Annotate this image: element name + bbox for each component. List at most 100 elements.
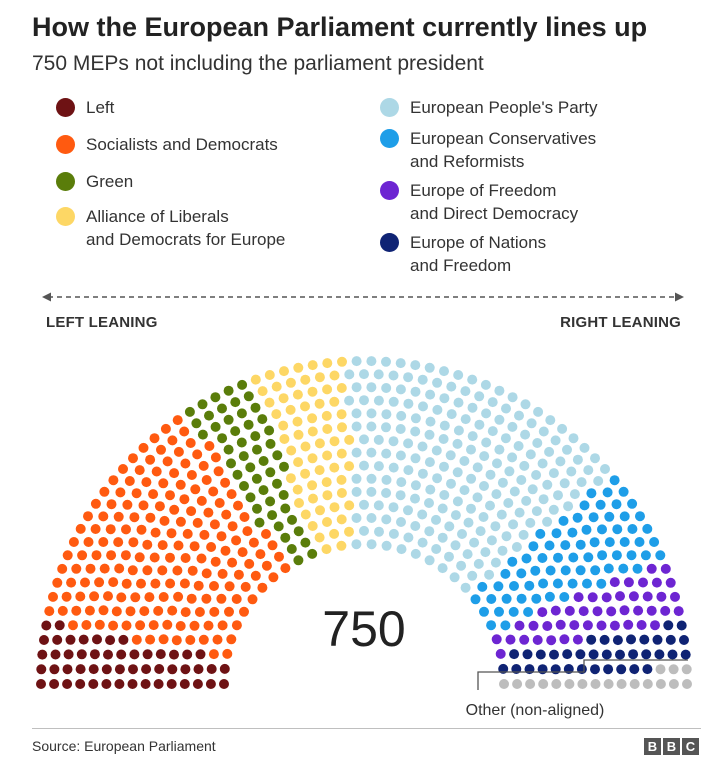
seat-dot xyxy=(180,553,191,563)
seat-dot xyxy=(544,446,555,457)
seat-dot xyxy=(105,524,116,535)
seat-dot xyxy=(329,370,340,381)
seat-dot xyxy=(68,620,78,631)
seat-dot xyxy=(280,503,291,514)
seat-dot xyxy=(36,679,46,689)
seat-dot xyxy=(564,679,575,689)
seat-dot xyxy=(37,649,48,660)
seat-dot xyxy=(252,503,262,514)
seat-dot xyxy=(292,389,303,400)
seat-dot xyxy=(359,369,369,380)
seat-dot xyxy=(91,550,102,561)
seat-dot xyxy=(651,577,662,588)
seat-dot xyxy=(167,664,178,675)
seat-dot xyxy=(366,513,377,523)
seat-dot xyxy=(115,487,126,498)
seat-dot xyxy=(670,591,680,602)
seat-dot xyxy=(559,634,570,645)
seat-dot xyxy=(609,475,620,486)
seat-dot xyxy=(439,490,450,500)
seat-dot xyxy=(480,547,491,558)
seat-dot xyxy=(216,531,227,542)
seat-dot xyxy=(562,444,572,455)
seat-dot xyxy=(62,550,73,561)
seat-dot xyxy=(210,452,221,463)
seat-dot xyxy=(649,537,660,547)
seat-dot xyxy=(381,448,392,459)
seat-dot xyxy=(615,649,625,660)
seat-dot xyxy=(535,649,546,660)
seat-dot xyxy=(88,664,99,675)
seat-dot xyxy=(492,458,502,469)
seat-dot xyxy=(257,414,268,425)
seat-dot xyxy=(480,379,491,390)
seat-dot xyxy=(118,634,129,645)
seat-dot xyxy=(285,404,296,415)
seat-dot xyxy=(665,634,676,645)
seat-dot xyxy=(175,621,186,631)
seat-dot xyxy=(583,465,594,476)
seat-dot xyxy=(167,435,178,446)
seat-dot xyxy=(351,447,362,458)
seat-dot xyxy=(403,372,414,383)
seat-dot xyxy=(366,539,377,550)
seat-dot xyxy=(537,458,548,469)
legend-label: European Conservatives xyxy=(410,129,597,148)
seat-dot xyxy=(532,438,543,448)
seat-dot xyxy=(417,468,428,479)
seat-dot xyxy=(660,563,671,574)
seat-dot xyxy=(209,519,220,530)
seat-dot xyxy=(201,593,212,604)
seat-dot xyxy=(450,540,461,551)
seat-dot xyxy=(201,475,212,485)
seat-dot xyxy=(550,605,561,616)
seat-dot xyxy=(432,473,443,484)
seat-dot xyxy=(655,679,666,689)
seat-dot xyxy=(359,395,369,406)
seat-dot xyxy=(491,489,502,500)
seat-dot xyxy=(656,591,667,602)
seat-dot xyxy=(535,528,546,539)
legend-item-liberals: Alliance of Liberals and Democrats for E… xyxy=(56,205,356,251)
seat-dot xyxy=(286,544,297,554)
seat-dot xyxy=(431,445,442,456)
seat-dot xyxy=(157,565,168,576)
seat-dot xyxy=(452,438,463,449)
seat-dot xyxy=(501,531,512,542)
seat-dot xyxy=(663,620,674,631)
seat-dot xyxy=(206,664,217,674)
seat-dot xyxy=(563,501,574,512)
seat-dot xyxy=(513,441,524,451)
seat-dot xyxy=(410,480,421,491)
seat-dot xyxy=(538,578,549,589)
seat-dot xyxy=(227,557,238,568)
seat-dot xyxy=(564,605,575,616)
seat-dot xyxy=(210,392,221,403)
seat-dot xyxy=(209,606,220,617)
seat-dot xyxy=(548,504,559,515)
seat-dot xyxy=(681,664,692,675)
seat-dot xyxy=(655,664,666,675)
source-note: Source: European Parliament xyxy=(32,738,216,754)
seat-dot xyxy=(450,510,461,521)
seat-dot xyxy=(68,537,79,547)
seat-dot xyxy=(286,445,297,456)
seat-dot xyxy=(456,560,467,571)
seat-dot xyxy=(576,477,587,488)
seat-dot xyxy=(258,485,269,496)
seat-dot xyxy=(300,537,311,548)
seat-dot xyxy=(165,578,176,589)
seat-dot xyxy=(322,384,333,395)
seat-dot xyxy=(267,510,278,521)
seat-dot xyxy=(50,649,61,660)
seat-dot xyxy=(255,549,266,560)
seat-dot xyxy=(538,426,549,437)
seat-dot xyxy=(542,621,553,631)
seat-dot xyxy=(514,410,524,421)
seat-dot xyxy=(131,488,142,499)
seat-dot xyxy=(467,374,478,385)
seat-dot xyxy=(314,438,325,449)
seat-dot xyxy=(307,453,318,464)
seat-dot xyxy=(542,516,553,527)
seat-dot xyxy=(186,593,197,604)
